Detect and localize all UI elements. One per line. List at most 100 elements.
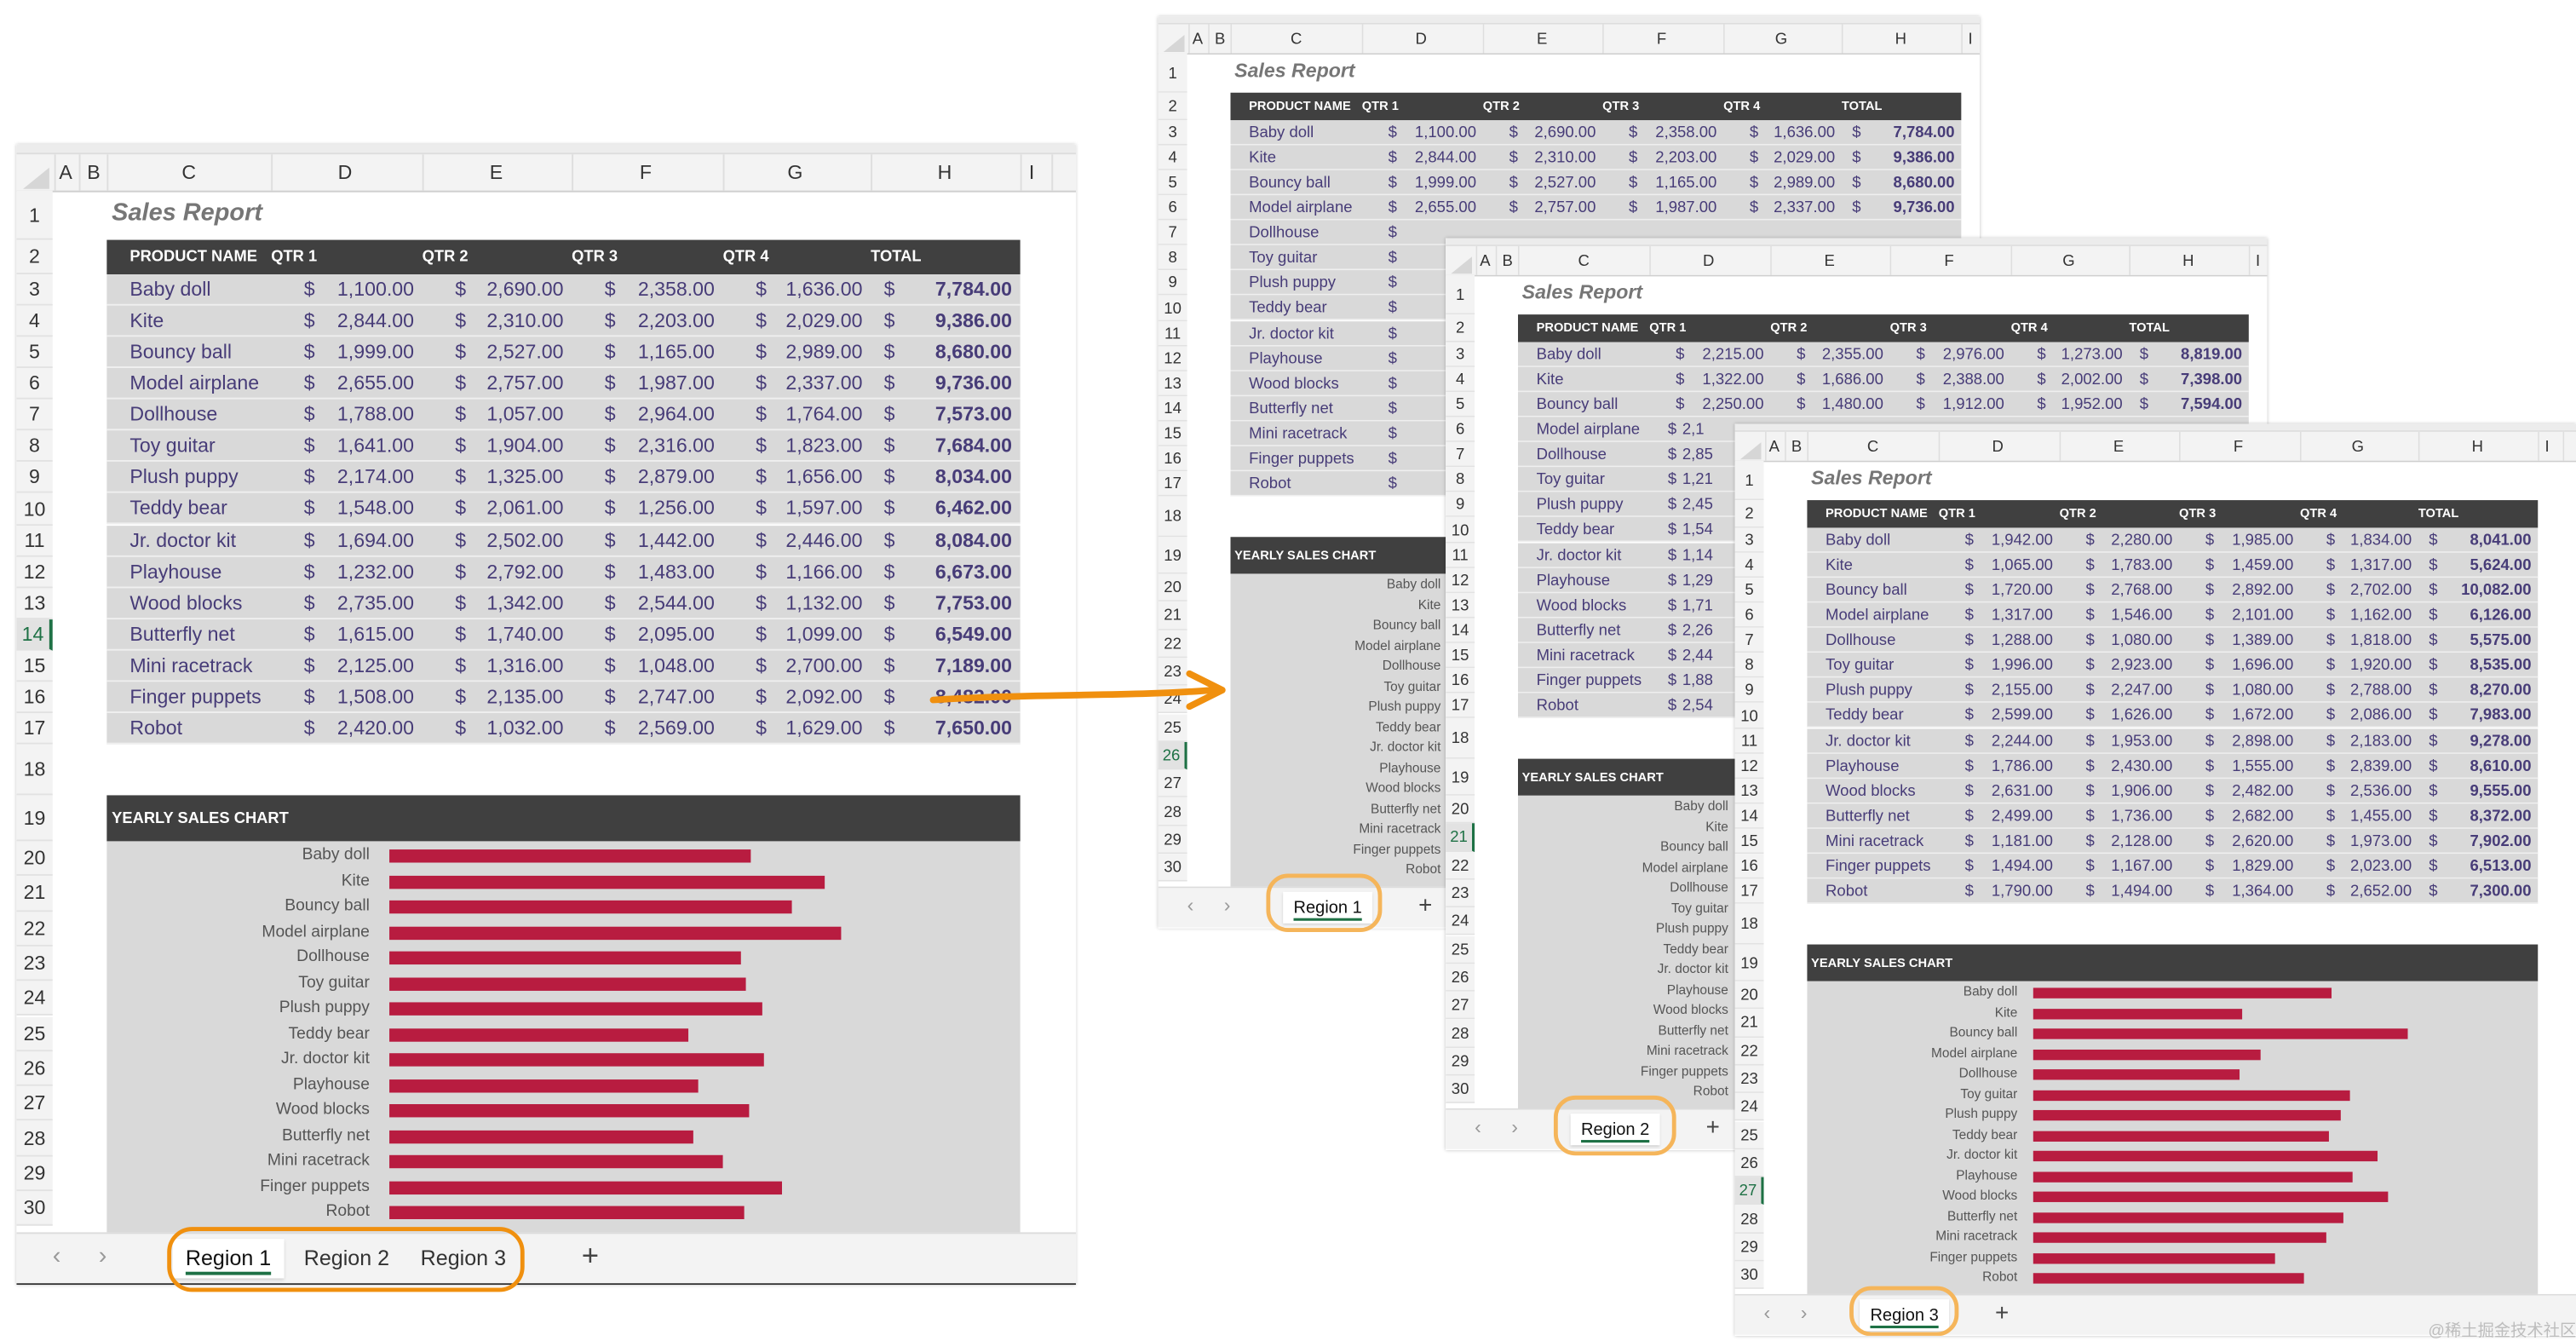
- row-header-15[interactable]: 15: [1158, 421, 1187, 446]
- row-header-8[interactable]: 8: [16, 430, 53, 463]
- column-divider[interactable]: [1649, 245, 1651, 275]
- column-header-G[interactable]: G: [2351, 436, 2365, 456]
- q1-value-cell[interactable]: 1,317.00: [1991, 605, 2053, 624]
- sheet-tab-region-1[interactable]: Region 1: [1283, 891, 1373, 924]
- row-header-20[interactable]: 20: [1734, 981, 1764, 1010]
- q4-value-cell[interactable]: 2,183.00: [2350, 730, 2412, 750]
- product-name-cell[interactable]: Mini racetrack: [129, 653, 253, 677]
- table-row[interactable]: Baby doll $1,942.00 $2,280.00 $1,985.00 $1,8…: [1807, 527, 2539, 553]
- q2-value-cell[interactable]: 2,280.00: [2111, 530, 2173, 550]
- q4-value-cell[interactable]: 2,788.00: [2350, 681, 2412, 699]
- product-name-cell[interactable]: Bouncy ball: [1536, 394, 1619, 414]
- q1-value-cell[interactable]: 2,250.00: [1702, 394, 1764, 414]
- q3-value-cell[interactable]: 2,358.00: [637, 277, 715, 301]
- q1-value-cell[interactable]: 1,100.00: [1414, 123, 1477, 141]
- row-header-13[interactable]: 13: [1446, 592, 1475, 619]
- column-header-F[interactable]: F: [1656, 29, 1667, 49]
- row-header-26[interactable]: 26: [1446, 963, 1475, 992]
- row-header-29[interactable]: 29: [16, 1156, 53, 1192]
- product-name-cell[interactable]: Model airplane: [1249, 198, 1353, 217]
- row-header-30[interactable]: 30: [1446, 1075, 1475, 1104]
- column-header-B[interactable]: B: [87, 160, 101, 184]
- column-divider[interactable]: [1841, 24, 1843, 54]
- add-sheet-button[interactable]: +: [1995, 1299, 2010, 1326]
- row-header-14[interactable]: 14: [1446, 618, 1475, 643]
- row-header-7[interactable]: 7: [1158, 220, 1187, 246]
- row-header-13[interactable]: 13: [1734, 778, 1764, 804]
- q4-value-cell[interactable]: 2,989.00: [1774, 173, 1836, 192]
- column-header-D[interactable]: D: [1415, 29, 1427, 49]
- q1-partial-value-cell[interactable]: 2,54: [1682, 695, 1713, 715]
- table-row[interactable]: Kite $2,844.00 $2,310.00 $2,203.00 $2,029.00…: [1230, 145, 1962, 170]
- q3-value-cell[interactable]: 1,459.00: [2232, 555, 2294, 574]
- q3-value-cell[interactable]: 2,682.00: [2232, 806, 2294, 825]
- product-name-cell[interactable]: Playhouse: [1826, 756, 1900, 774]
- total-value-cell[interactable]: 7,594.00: [2181, 394, 2243, 414]
- row-header-8[interactable]: 8: [1158, 245, 1187, 271]
- row-header-11[interactable]: 11: [16, 525, 53, 557]
- row-header-27[interactable]: 27: [1158, 769, 1187, 798]
- table-row[interactable]: Mini racetrack $2,125.00 $1,316.00 $1,048.0…: [106, 650, 1021, 682]
- row-header-28[interactable]: 28: [1446, 1019, 1475, 1048]
- q4-value-cell[interactable]: 2,023.00: [2350, 856, 2412, 875]
- column-header-I[interactable]: I: [2256, 251, 2261, 270]
- next-sheet-icon[interactable]: ›: [1511, 1116, 1518, 1139]
- product-name-cell[interactable]: Kite: [1249, 147, 1277, 167]
- total-value-cell[interactable]: 7,300.00: [2470, 881, 2532, 901]
- prev-sheet-icon[interactable]: ‹: [1763, 1302, 1771, 1325]
- column-header-D[interactable]: D: [1703, 251, 1715, 270]
- q4-value-cell[interactable]: 1,952.00: [2061, 394, 2123, 414]
- q1-value-cell[interactable]: 2,174.00: [336, 465, 414, 489]
- q3-value-cell[interactable]: 2,964.00: [637, 403, 715, 427]
- row-header-5[interactable]: 5: [1734, 578, 1764, 603]
- column-divider[interactable]: [1785, 431, 1786, 461]
- row-header-18[interactable]: 18: [16, 744, 53, 796]
- row-header-20[interactable]: 20: [1446, 795, 1475, 824]
- product-name-cell[interactable]: Plush puppy: [1249, 273, 1336, 292]
- product-name-cell[interactable]: Model airplane: [1536, 419, 1641, 439]
- next-sheet-icon[interactable]: ›: [1223, 894, 1231, 918]
- row-header-28[interactable]: 28: [1158, 797, 1187, 826]
- column-header-D[interactable]: D: [337, 160, 353, 184]
- q3-value-cell[interactable]: 2,892.00: [2232, 580, 2294, 599]
- q1-value-cell[interactable]: 2,244.00: [1991, 730, 2053, 750]
- row-header-18[interactable]: 18: [1446, 717, 1475, 759]
- q2-value-cell[interactable]: 1,057.00: [486, 403, 564, 427]
- q3-value-cell[interactable]: 1,987.00: [637, 371, 715, 395]
- row-header-16[interactable]: 16: [16, 682, 53, 713]
- q3-value-cell[interactable]: 1,442.00: [637, 528, 715, 552]
- q1-value-cell[interactable]: 1,788.00: [336, 403, 414, 427]
- column-divider[interactable]: [2129, 245, 2130, 275]
- column-header-D[interactable]: D: [1992, 436, 2004, 456]
- q3-value-cell[interactable]: 2,388.00: [1942, 370, 2004, 388]
- column-header-E[interactable]: E: [489, 160, 503, 184]
- row-header-19[interactable]: 19: [1734, 944, 1764, 981]
- row-header-3[interactable]: 3: [1446, 342, 1475, 367]
- q2-value-cell[interactable]: 1,546.00: [2111, 605, 2173, 624]
- q2-value-cell[interactable]: 1,325.00: [486, 465, 564, 489]
- q4-value-cell[interactable]: 1,636.00: [1774, 123, 1836, 141]
- row-header-7[interactable]: 7: [1734, 628, 1764, 653]
- sheet-tab-region-2[interactable]: Region 2: [1570, 1114, 1660, 1146]
- row-header-3[interactable]: 3: [16, 274, 53, 306]
- column-header-H[interactable]: H: [2471, 436, 2483, 456]
- q2-value-cell[interactable]: 1,906.00: [2111, 780, 2173, 800]
- q1-value-cell[interactable]: 2,735.00: [336, 590, 414, 614]
- row-header-29[interactable]: 29: [1446, 1047, 1475, 1076]
- row-header-27[interactable]: 27: [1446, 991, 1475, 1020]
- q2-value-cell[interactable]: 2,310.00: [486, 308, 564, 332]
- table-row[interactable]: Dollhouse $1,288.00 $1,080.00 $1,389.00 $1,8…: [1807, 628, 2539, 653]
- table-row[interactable]: Plush puppy $2,174.00 $1,325.00 $2,879.00 $1…: [106, 462, 1021, 494]
- table-row[interactable]: Dollhouse $1,788.00 $1,057.00 $2,964.00 $1,7…: [106, 400, 1021, 431]
- column-header-I[interactable]: I: [2544, 436, 2550, 456]
- q3-value-cell[interactable]: 1,165.00: [637, 340, 715, 364]
- row-header-11[interactable]: 11: [1446, 542, 1475, 568]
- row-header-13[interactable]: 13: [1158, 371, 1187, 396]
- column-divider[interactable]: [572, 154, 574, 191]
- product-name-cell[interactable]: Plush puppy: [1536, 495, 1624, 514]
- row-header-25[interactable]: 25: [1158, 713, 1187, 742]
- row-header-23[interactable]: 23: [1446, 879, 1475, 908]
- column-header-B[interactable]: B: [1214, 29, 1226, 49]
- column-header-I[interactable]: I: [1028, 160, 1035, 184]
- product-name-cell[interactable]: Butterfly net: [1249, 398, 1333, 417]
